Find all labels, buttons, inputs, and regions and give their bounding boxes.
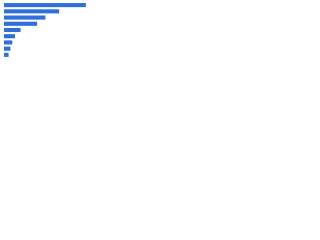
bar	[4, 3, 86, 8]
chart	[4, 3, 86, 57]
bar	[4, 52, 9, 57]
bar	[4, 15, 46, 20]
page: {"chart_data": {"type": "bar", "orientat…	[0, 0, 320, 71]
bar	[4, 21, 38, 26]
bar	[4, 9, 60, 14]
bar	[4, 27, 21, 33]
bar	[4, 40, 13, 45]
bar	[4, 34, 16, 39]
bar	[4, 46, 11, 51]
